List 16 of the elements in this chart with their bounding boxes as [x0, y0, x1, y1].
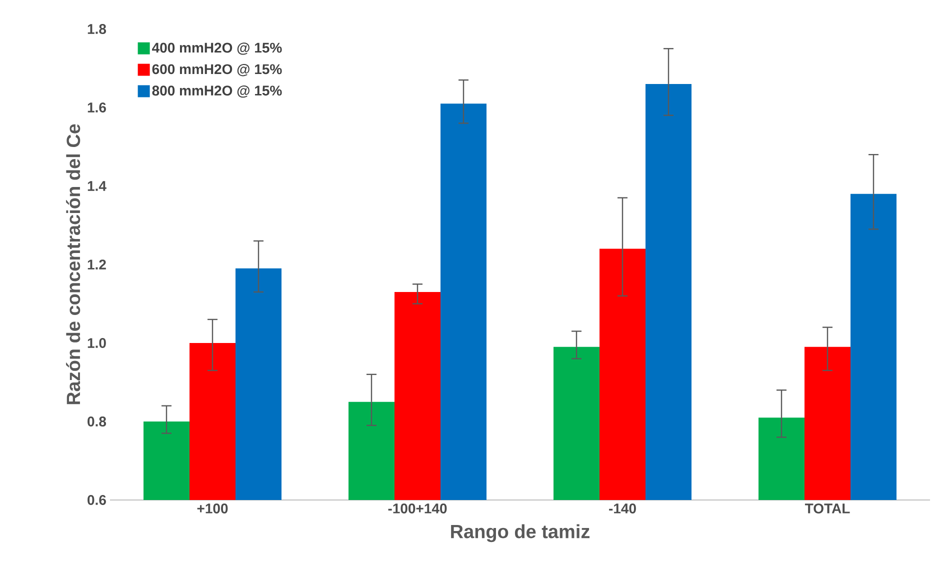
legend-label: 600 mmH2O @ 15%	[152, 64, 282, 76]
y-tick-label: 0.8	[88, 416, 106, 426]
legend-label: 400 mmH2O @ 15%	[152, 42, 282, 55]
x-tick-label: -140	[609, 504, 636, 514]
y-tick-label: 1.0	[88, 338, 106, 348]
y-tick-label: 1.8	[88, 24, 106, 34]
y-tick-label: 1.6	[88, 102, 106, 112]
x-tick-label: -100+140	[388, 504, 447, 514]
y-tick-label: 0.6	[88, 495, 106, 505]
x-tick-label: TOTAL	[804, 504, 850, 514]
legend-label: 800 mmH2O @ 15%	[152, 85, 282, 98]
x-tick-label: +100	[197, 504, 228, 514]
y-tick-label: 1.4	[88, 181, 106, 191]
y-tick-label: 1.2	[88, 260, 106, 270]
y-axis-title: Razón de concentración del Ce	[66, 124, 80, 404]
x-axis-title: Rango de tamiz	[451, 524, 590, 542]
